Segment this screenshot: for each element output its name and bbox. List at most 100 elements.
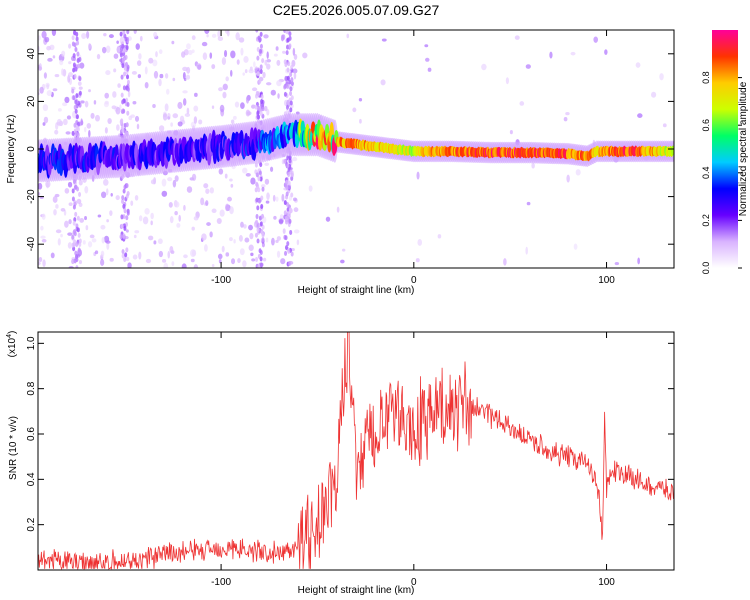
heatmap-streak bbox=[283, 84, 287, 90]
heatmap-speckle bbox=[341, 248, 346, 252]
heatmap-streak bbox=[125, 247, 129, 253]
heatmap-speckle bbox=[100, 258, 105, 266]
heatmap-speckle bbox=[244, 237, 250, 243]
heatmap-streak bbox=[258, 170, 262, 176]
heatmap-speckle bbox=[417, 239, 423, 246]
heatmap-speckle bbox=[81, 33, 87, 39]
heatmap-speckle bbox=[238, 234, 243, 242]
heatmap-speckle bbox=[134, 230, 140, 234]
heatmap-speckle bbox=[242, 72, 245, 76]
heatmap-speckle bbox=[64, 96, 70, 104]
heatmap-streak bbox=[75, 93, 79, 99]
heatmap-speckle bbox=[54, 129, 59, 135]
heatmap-streak bbox=[76, 215, 80, 221]
snr-y-scale-text: (x104) bbox=[6, 331, 18, 358]
heatmap-speckle bbox=[230, 69, 233, 77]
heatmap-speckle bbox=[167, 116, 171, 120]
heatmap-speckle bbox=[225, 252, 230, 257]
heatmap-speckle bbox=[112, 91, 117, 98]
heatmap-streak bbox=[290, 77, 294, 83]
heatmap-speckle bbox=[244, 69, 248, 74]
heatmap-speckle bbox=[138, 251, 142, 260]
heatmap-streak bbox=[124, 252, 128, 258]
heatmap-streak bbox=[73, 239, 77, 245]
heatmap-speckle bbox=[230, 50, 236, 59]
heatmap-speckle bbox=[278, 219, 284, 225]
heatmap-x-tick-label: 100 bbox=[598, 275, 615, 286]
heatmap-streak bbox=[286, 67, 290, 73]
heatmap-streak bbox=[74, 47, 78, 53]
heatmap-speckle bbox=[193, 105, 199, 112]
heatmap-speckle bbox=[150, 212, 154, 220]
heatmap-speckle bbox=[62, 102, 68, 107]
heatmap-speckle bbox=[227, 196, 232, 202]
heatmap-speckle bbox=[46, 84, 50, 90]
heatmap-speckle bbox=[171, 40, 175, 45]
heatmap-streak bbox=[285, 215, 289, 221]
heatmap-streak bbox=[121, 253, 125, 259]
heatmap-speckle bbox=[232, 115, 237, 120]
heatmap-streak bbox=[256, 205, 260, 211]
heatmap-speckle bbox=[102, 179, 109, 186]
heatmap-streak bbox=[260, 98, 264, 104]
heatmap-speckle bbox=[200, 197, 205, 206]
snr-frame bbox=[37, 331, 675, 571]
heatmap-speckle bbox=[614, 262, 620, 266]
heatmap-speckle bbox=[209, 187, 215, 194]
heatmap-speckle bbox=[251, 258, 256, 262]
snr-y-scale-exp: 4 bbox=[6, 334, 13, 338]
heatmap-speckle bbox=[145, 258, 152, 264]
heatmap-speckle bbox=[275, 196, 279, 202]
heatmap-streak bbox=[121, 99, 125, 105]
heatmap-streak bbox=[122, 188, 126, 194]
heatmap-speckle bbox=[116, 124, 120, 131]
heatmap-streak bbox=[289, 169, 293, 175]
heatmap-speckle bbox=[172, 179, 177, 188]
heatmap-speckle bbox=[293, 53, 298, 60]
heatmap-streak bbox=[288, 43, 292, 49]
colorbar: 0.0 0.2 0.4 0.6 0.8 Normalized spectral ampl… bbox=[701, 30, 749, 274]
heatmap-streak bbox=[256, 238, 260, 244]
heatmap-speckle bbox=[427, 67, 432, 72]
heatmap-speckle bbox=[229, 237, 233, 242]
heatmap-streak bbox=[72, 246, 76, 252]
heatmap-speckle bbox=[155, 51, 158, 58]
heatmap-streak bbox=[74, 184, 78, 190]
heatmap-speckle bbox=[525, 64, 531, 69]
heatmap-speckle bbox=[219, 104, 225, 113]
heatmap-speckle bbox=[167, 251, 171, 259]
heatmap-speckle bbox=[78, 86, 83, 90]
heatmap-speckle bbox=[41, 30, 47, 39]
heatmap-speckle bbox=[134, 115, 140, 122]
heatmap-y-tick-label: 40 bbox=[26, 48, 37, 60]
heatmap-speckle bbox=[42, 104, 49, 112]
heatmap-streak bbox=[254, 232, 258, 238]
heatmap-streak bbox=[255, 181, 259, 187]
heatmap-streak bbox=[258, 78, 262, 84]
heatmap-speckle bbox=[242, 167, 248, 174]
heatmap-speckle bbox=[273, 215, 277, 220]
heatmap-speckle bbox=[201, 233, 207, 241]
heatmap-speckle bbox=[153, 240, 157, 245]
heatmap-streak bbox=[126, 30, 130, 35]
heatmap-speckle bbox=[41, 239, 47, 243]
heatmap-streak bbox=[119, 52, 123, 58]
heatmap-speckle bbox=[104, 127, 108, 134]
heatmap-streak bbox=[125, 122, 129, 128]
heatmap-speckle bbox=[50, 252, 55, 259]
heatmap-streak bbox=[120, 74, 124, 80]
heatmap-speckle bbox=[84, 126, 87, 133]
heatmap-speckle bbox=[153, 31, 158, 38]
heatmap-speckle bbox=[67, 232, 73, 236]
heatmap-streak bbox=[283, 91, 287, 97]
heatmap-speckle bbox=[225, 203, 230, 212]
snr-x-tick-label: -100 bbox=[211, 577, 231, 588]
heatmap-speckle bbox=[233, 239, 236, 244]
heatmap-speckle bbox=[239, 248, 245, 256]
heatmap-speckle bbox=[292, 47, 296, 56]
heatmap-speckle bbox=[262, 71, 266, 79]
heatmap-speckle bbox=[209, 52, 213, 59]
heatmap-speckle bbox=[211, 33, 217, 38]
heatmap-speckle bbox=[139, 35, 143, 42]
heatmap-y-tick-label: -40 bbox=[26, 237, 37, 252]
